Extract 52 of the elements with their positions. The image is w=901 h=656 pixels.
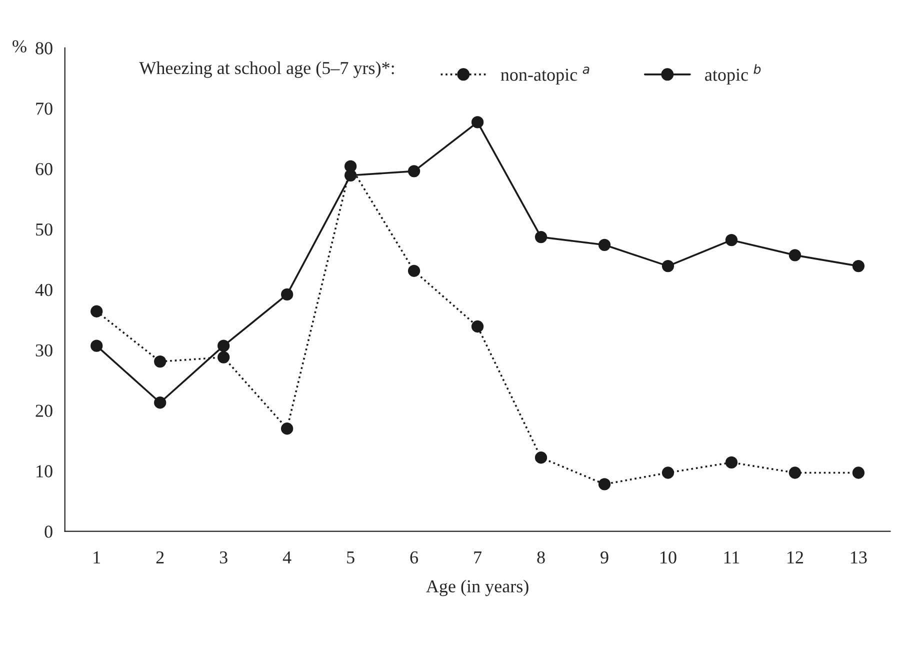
x-tick-label: 13 xyxy=(851,551,867,564)
y-tick-label: 70 xyxy=(36,102,52,115)
point xyxy=(534,230,548,244)
point xyxy=(218,351,230,364)
legend-label: atopic $^{b}$ xyxy=(705,64,761,84)
x-tick-label: 10 xyxy=(660,551,676,564)
x-tick-label: 1 xyxy=(94,551,100,564)
x-tick-label: 6 xyxy=(410,551,418,564)
legend-title: Wheezing at school age (5–7 yrs)*: xyxy=(139,61,394,78)
point xyxy=(408,264,420,277)
x-tick-label: 7 xyxy=(474,552,482,564)
point xyxy=(471,116,484,128)
point xyxy=(852,260,865,272)
point xyxy=(725,456,738,469)
point xyxy=(598,478,611,490)
y-tick-label: 60 xyxy=(36,163,52,176)
point xyxy=(534,452,548,464)
point xyxy=(471,320,484,333)
x-tick-label: 12 xyxy=(788,551,803,564)
point xyxy=(154,396,166,409)
y-axis-title: % xyxy=(12,40,26,52)
point xyxy=(662,466,674,479)
point xyxy=(662,260,674,272)
point xyxy=(725,234,738,246)
point xyxy=(280,422,294,435)
y-tick-label: 20 xyxy=(36,404,52,417)
point xyxy=(90,305,103,318)
point xyxy=(788,466,802,479)
point xyxy=(90,340,103,352)
x-tick-label: 3 xyxy=(220,551,228,564)
x-tick-label: 4 xyxy=(282,551,292,564)
x-axis-title: Age (in years) xyxy=(426,580,528,596)
point xyxy=(154,355,166,368)
legend-label: non-atopic $^{a}$ xyxy=(500,66,590,84)
point xyxy=(598,238,611,251)
x-tick-label: 11 xyxy=(724,551,740,564)
x-tick-label: 9 xyxy=(600,551,608,564)
x-tick-label: 5 xyxy=(347,552,354,564)
x-tick-label: 2 xyxy=(156,551,164,564)
y-tick-label: 10 xyxy=(36,465,52,478)
y-tick-label: 0 xyxy=(44,526,52,538)
y-tick-label: 30 xyxy=(36,344,52,356)
point xyxy=(218,340,230,352)
x-tick-label: 8 xyxy=(537,551,545,564)
point xyxy=(280,288,294,301)
point xyxy=(788,249,802,262)
y-tick-label: 50 xyxy=(36,223,52,236)
point xyxy=(344,169,357,182)
y-tick-label: 40 xyxy=(35,284,52,296)
y-tick-label: 80 xyxy=(36,42,52,54)
point xyxy=(852,466,865,479)
point xyxy=(408,165,420,178)
